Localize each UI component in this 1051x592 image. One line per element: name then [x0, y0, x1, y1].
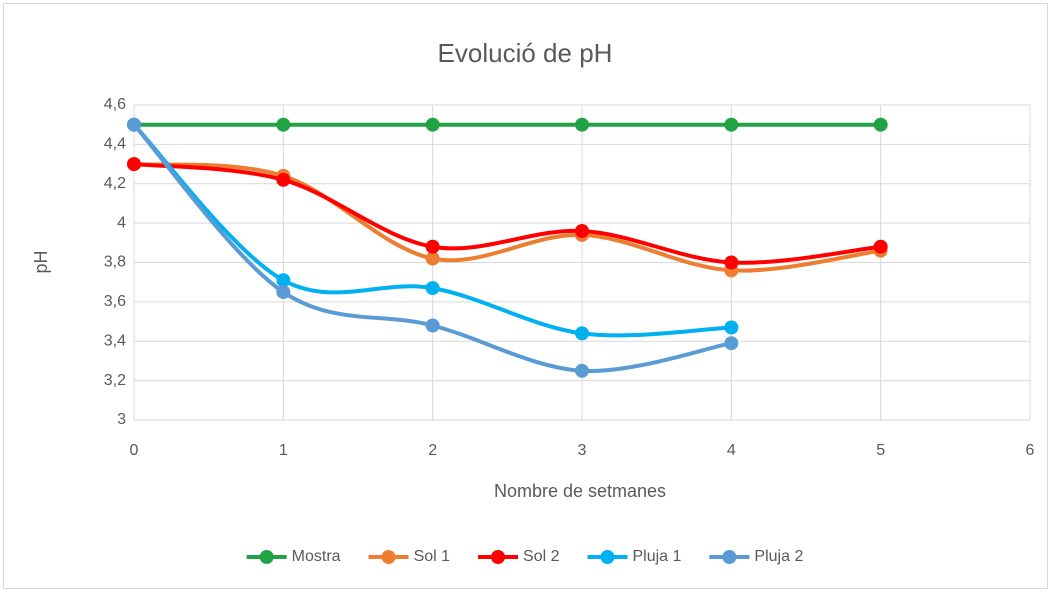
x-tick-label: 2: [428, 442, 437, 459]
data-point: [724, 336, 739, 351]
data-point: [425, 251, 440, 266]
data-point: [276, 172, 291, 187]
data-point: [575, 224, 589, 238]
data-point: [575, 326, 589, 341]
y-axis-title: pH: [31, 250, 51, 273]
x-tick-label: 0: [130, 442, 139, 459]
series-line: [132, 162, 883, 265]
y-tick-label: 4,6: [104, 96, 126, 113]
legend-label: Pluja 1: [633, 548, 682, 565]
data-point: [724, 117, 739, 132]
legend-marker: [259, 550, 274, 564]
legend-marker: [381, 550, 396, 564]
series-line: [132, 162, 883, 273]
legend-marker: [491, 550, 506, 564]
data-point: [425, 281, 440, 296]
x-axis-title: Nombre de setmanes: [494, 481, 666, 501]
legend-label: Mostra: [292, 548, 341, 565]
x-tick-label: 1: [279, 442, 288, 459]
y-tick-label: 4,2: [104, 175, 126, 192]
legend-label: Pluja 2: [754, 548, 803, 565]
y-tick-label: 3: [117, 411, 126, 428]
data-point: [127, 157, 141, 172]
data-point: [873, 117, 888, 132]
data-point: [575, 117, 589, 132]
data-point: [724, 320, 739, 335]
data-point: [425, 318, 440, 333]
legend-marker: [600, 550, 615, 564]
data-point: [127, 117, 141, 132]
data-point: [425, 117, 440, 132]
x-tick-label: 4: [727, 442, 736, 459]
legend-label: Sol 2: [523, 548, 560, 565]
legend-label: Sol 1: [414, 548, 451, 565]
y-tick-label: 4: [117, 214, 126, 231]
x-tick-label: 6: [1026, 442, 1035, 459]
data-point: [425, 239, 440, 254]
chart-border: [3, 3, 1048, 589]
data-point: [276, 273, 291, 288]
legend: Mostra Sol 1 Sol 2 Pluja 1 Pluja 2: [246, 548, 803, 565]
x-tick-label: 5: [876, 442, 885, 459]
chart-title: Evolució de pH: [438, 38, 613, 68]
data-point: [724, 255, 739, 270]
x-tick-label: 3: [578, 442, 587, 459]
y-tick-label: 3,8: [104, 254, 126, 271]
y-tick-label: 4,4: [104, 136, 126, 153]
data-point: [276, 117, 291, 132]
y-tick-label: 3,4: [104, 332, 126, 349]
legend-marker: [722, 550, 737, 564]
data-point: [276, 285, 291, 300]
data-point: [873, 239, 888, 254]
data-point: [575, 363, 589, 378]
y-tick-label: 3,2: [104, 372, 126, 389]
y-tick-label: 3,6: [104, 293, 126, 310]
